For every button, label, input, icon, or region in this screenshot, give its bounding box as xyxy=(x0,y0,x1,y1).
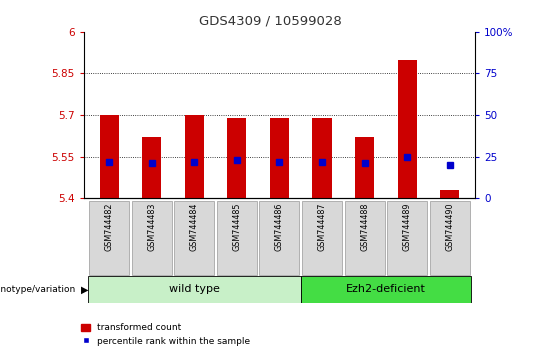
Legend: transformed count, percentile rank within the sample: transformed count, percentile rank withi… xyxy=(77,320,254,349)
Bar xyxy=(270,118,289,198)
Text: GSM744489: GSM744489 xyxy=(403,202,411,251)
Text: GSM744487: GSM744487 xyxy=(318,202,327,251)
FancyBboxPatch shape xyxy=(345,201,384,275)
Text: ▶: ▶ xyxy=(81,284,89,295)
Bar xyxy=(142,137,161,198)
FancyBboxPatch shape xyxy=(387,201,427,275)
Text: GSM744486: GSM744486 xyxy=(275,202,284,251)
FancyBboxPatch shape xyxy=(430,201,470,275)
Text: GSM744482: GSM744482 xyxy=(105,202,114,251)
Text: GSM744490: GSM744490 xyxy=(445,202,454,251)
FancyBboxPatch shape xyxy=(259,201,300,275)
FancyBboxPatch shape xyxy=(217,201,257,275)
Text: GDS4309 / 10599028: GDS4309 / 10599028 xyxy=(199,14,341,27)
FancyBboxPatch shape xyxy=(88,276,301,303)
FancyBboxPatch shape xyxy=(302,201,342,275)
FancyBboxPatch shape xyxy=(132,201,172,275)
Bar xyxy=(440,190,459,198)
FancyBboxPatch shape xyxy=(301,276,471,303)
Bar xyxy=(313,118,332,198)
Text: GSM744483: GSM744483 xyxy=(147,202,156,251)
Bar xyxy=(100,115,119,198)
Text: wild type: wild type xyxy=(169,284,220,295)
Text: genotype/variation: genotype/variation xyxy=(0,285,78,294)
Bar xyxy=(185,115,204,198)
Text: GSM744485: GSM744485 xyxy=(232,202,241,251)
Text: GSM744484: GSM744484 xyxy=(190,202,199,251)
FancyBboxPatch shape xyxy=(174,201,214,275)
Bar xyxy=(397,59,417,198)
Text: Ezh2-deficient: Ezh2-deficient xyxy=(346,284,426,295)
FancyBboxPatch shape xyxy=(89,201,129,275)
Bar xyxy=(227,118,246,198)
Text: GSM744488: GSM744488 xyxy=(360,202,369,251)
Bar xyxy=(355,137,374,198)
